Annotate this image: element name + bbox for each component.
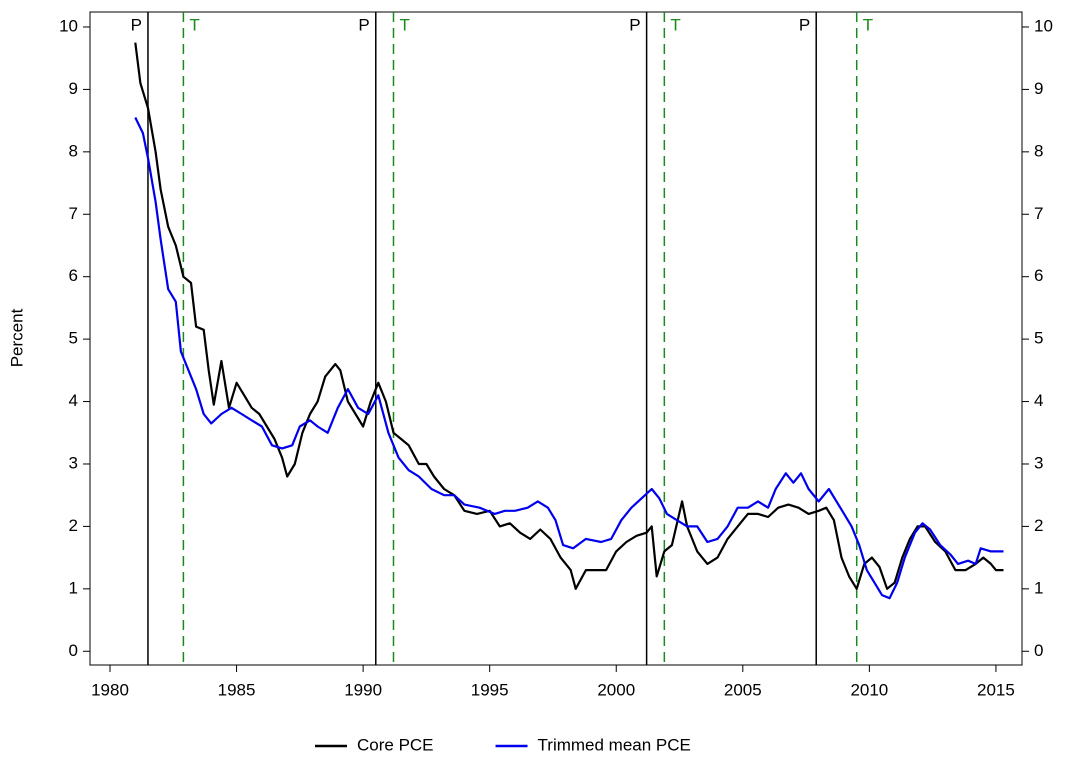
x-tick-label: 1980 bbox=[91, 680, 129, 699]
y2-tick-label: 1 bbox=[1034, 578, 1043, 597]
x-tick-label: 2005 bbox=[724, 680, 762, 699]
trough-label: T bbox=[863, 15, 873, 34]
y2-tick-label: 0 bbox=[1034, 641, 1043, 660]
y-tick-label: 8 bbox=[69, 141, 78, 160]
peak-label: P bbox=[629, 15, 640, 34]
y-tick-label: 1 bbox=[69, 578, 78, 597]
y-tick-label: 3 bbox=[69, 453, 78, 472]
peak-label: P bbox=[131, 15, 142, 34]
peak-label: P bbox=[358, 15, 369, 34]
legend-label: Core PCE bbox=[357, 735, 434, 754]
y2-tick-label: 4 bbox=[1034, 391, 1043, 410]
y-tick-label: 10 bbox=[59, 16, 78, 35]
y-tick-label: 7 bbox=[69, 204, 78, 223]
x-tick-label: 1990 bbox=[344, 680, 382, 699]
x-tick-label: 2000 bbox=[597, 680, 635, 699]
y-tick-label: 6 bbox=[69, 266, 78, 285]
x-tick-label: 1985 bbox=[218, 680, 256, 699]
y-tick-label: 5 bbox=[69, 329, 78, 348]
trough-label: T bbox=[189, 15, 199, 34]
x-tick-label: 1995 bbox=[471, 680, 509, 699]
legend-label: Trimmed mean PCE bbox=[538, 735, 691, 754]
y2-tick-label: 5 bbox=[1034, 329, 1043, 348]
y-tick-label: 4 bbox=[69, 391, 78, 410]
trough-label: T bbox=[670, 15, 680, 34]
y2-tick-label: 8 bbox=[1034, 141, 1043, 160]
y2-tick-label: 2 bbox=[1034, 516, 1043, 535]
trough-label: T bbox=[399, 15, 409, 34]
peak-label: P bbox=[799, 15, 810, 34]
x-tick-label: 2010 bbox=[850, 680, 888, 699]
y-axis-title: Percent bbox=[7, 308, 26, 367]
series-line bbox=[134, 117, 1004, 600]
series-line bbox=[134, 42, 1004, 590]
y2-tick-label: 10 bbox=[1034, 16, 1053, 35]
y2-tick-label: 3 bbox=[1034, 453, 1043, 472]
y2-tick-label: 7 bbox=[1034, 204, 1043, 223]
y-tick-label: 2 bbox=[69, 516, 78, 535]
y-tick-label: 0 bbox=[69, 641, 78, 660]
x-tick-label: 2015 bbox=[977, 680, 1015, 699]
plot-frame bbox=[89, 11, 1023, 666]
y-tick-label: 9 bbox=[69, 79, 78, 98]
y2-tick-label: 6 bbox=[1034, 266, 1043, 285]
y2-tick-label: 9 bbox=[1034, 79, 1043, 98]
